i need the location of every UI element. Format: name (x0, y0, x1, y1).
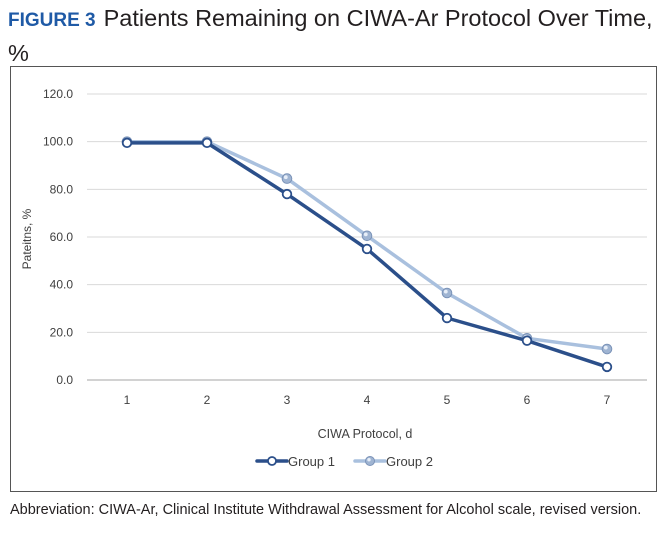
point-marker (361, 243, 373, 255)
data-point-series-2 (281, 173, 293, 184)
point-marker (201, 137, 213, 149)
chart-frame: 0.0 20.0 40.0 60.0 80.0 100.0 120.0 1 2 3 4 5 6 7 CIWA… (10, 66, 657, 492)
x-tick-label: 6 (524, 393, 531, 407)
point-marker (441, 312, 453, 324)
y-tick-label: 80.0 (50, 182, 74, 196)
y-tick-label: 60.0 (50, 230, 74, 244)
x-tick-label: 5 (444, 393, 451, 407)
y-tick-label: 40.0 (50, 278, 74, 292)
point-highlight (603, 345, 608, 350)
data-point-series-2 (441, 287, 453, 299)
y-tick-label: 120.0 (43, 87, 73, 101)
data-point-series-1 (441, 312, 453, 324)
x-tick-label: 2 (204, 393, 211, 407)
figure-title-text: Patients Remaining on CIWA-Ar Protocol O… (8, 5, 653, 66)
figure-title: FIGURE 3 Patients Remaining on CIWA-Ar Pr… (8, 2, 658, 69)
axes: 0.0 20.0 40.0 60.0 80.0 100.0 120.0 1 2 3 4 5 6 7 CIWA… (20, 87, 647, 441)
point-marker (121, 137, 133, 149)
legend-label: Group 2 (386, 454, 433, 469)
data-point-series-1 (201, 137, 213, 149)
data-point-series-1 (361, 243, 373, 255)
point-highlight (283, 175, 288, 180)
x-axis-title: CIWA Protocol, d (318, 427, 413, 441)
point-highlight (443, 289, 448, 294)
point-highlight (363, 232, 368, 237)
data-point-series-1 (121, 137, 133, 149)
point-marker (521, 335, 533, 346)
series-line-1 (125, 141, 609, 369)
legend: Group 1 Group 2 (255, 454, 433, 469)
data-point-series-2 (601, 343, 613, 355)
data-point-series-1 (521, 335, 533, 346)
legend-marker-highlight (367, 458, 371, 462)
point-marker (281, 188, 293, 200)
gridlines (87, 93, 647, 333)
y-tick-label: 100.0 (43, 135, 73, 149)
footnote: Abbreviation: CIWA-Ar, Clinical Institut… (10, 502, 642, 518)
x-tick-label: 4 (364, 393, 371, 407)
line-chart: 0.0 20.0 40.0 60.0 80.0 100.0 120.0 1 2 3 4 5 6 7 CIWA… (20, 87, 647, 469)
x-tick-label: 3 (284, 393, 291, 407)
series-group (121, 136, 613, 373)
data-point-series-1 (601, 361, 613, 373)
data-point-series-1 (281, 188, 293, 200)
x-tick-label: 1 (124, 393, 131, 407)
data-point-series-2 (361, 230, 373, 242)
figure-label: FIGURE 3 (8, 10, 96, 31)
point-marker (601, 361, 613, 373)
legend-marker (267, 456, 277, 466)
y-axis-title: Pateitns, % (20, 208, 34, 269)
y-tick-label: 20.0 (50, 325, 74, 339)
y-tick-label: 0.0 (56, 373, 73, 387)
legend-label: Group 1 (288, 454, 335, 469)
legend-item-2: Group 2 (353, 454, 433, 469)
legend-item-1: Group 1 (255, 454, 335, 469)
x-tick-label: 7 (604, 393, 611, 407)
